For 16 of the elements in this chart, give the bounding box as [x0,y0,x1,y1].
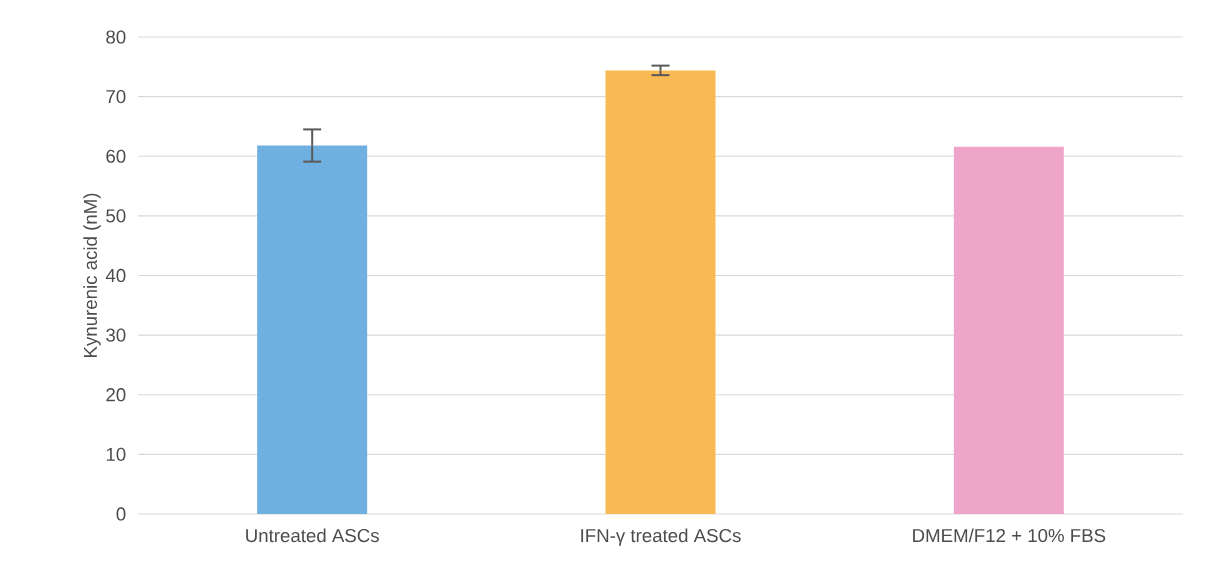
y-tick-label: 40 [105,268,126,283]
y-tick-label: 80 [106,30,126,44]
y-tick-label: 0 [116,507,126,521]
bar [953,146,1064,514]
bar [257,145,368,514]
y-tick-label: 30 [106,328,126,342]
x-tick-label: DMEM/F12 + 10% FBS [913,528,1106,543]
y-tick-label: 50 [106,209,126,223]
y-tick-label: 70 [106,90,126,104]
y-tick-label: 10 [106,447,126,461]
y-tick-label: 60 [106,149,126,163]
y-tick-label: 20 [106,388,126,402]
bar [605,70,716,514]
x-tick-label: Untreated ASCs [246,528,379,543]
x-tick-label: IFN-γ treated ASCs [581,528,741,546]
y-axis-title: Kynurenic acid (nM) [83,193,101,357]
